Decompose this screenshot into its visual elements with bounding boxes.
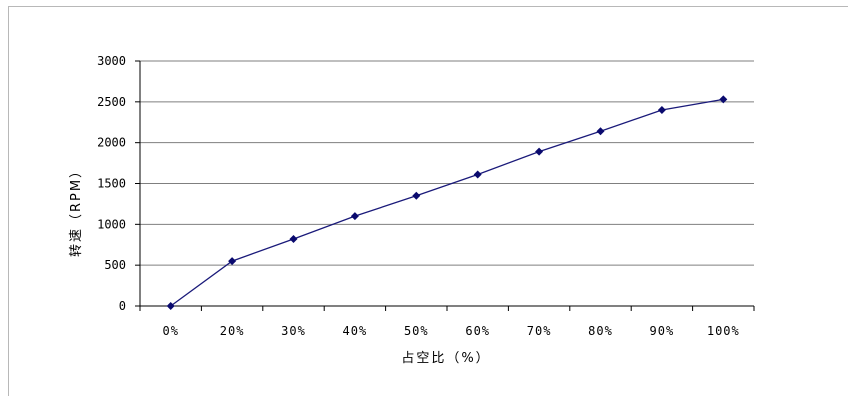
data-point-marker: [412, 191, 421, 200]
x-tick-label: 100%: [707, 324, 740, 338]
x-tick-label: 30%: [281, 324, 306, 338]
x-tick-labels: 0% 20% 30% 40% 50% 60% 70% 80% 90% 100%: [162, 324, 740, 338]
y-tick-label: 2500: [97, 95, 126, 109]
y-tick-label: 0: [119, 299, 126, 313]
series: [166, 95, 728, 310]
x-tick-label: 60%: [465, 324, 490, 338]
x-tick-label: 80%: [588, 324, 613, 338]
y-tick-label: 1500: [97, 177, 126, 191]
data-point-marker: [350, 212, 359, 221]
x-tick-label: 20%: [220, 324, 245, 338]
series-line: [170, 98, 724, 307]
x-tick-label: 70%: [527, 324, 552, 338]
y-tick-labels: 0 500 1000 1500 2000 2500 3000: [97, 54, 126, 313]
data-point-marker: [596, 127, 605, 136]
data-point-marker: [289, 235, 298, 244]
chart-area: [8, 6, 848, 396]
data-point-marker: [657, 106, 666, 114]
y-axis-label: 转速（RPM）: [69, 163, 84, 257]
y-tick-label: 1000: [97, 217, 126, 231]
x-tick-label: 50%: [404, 324, 429, 338]
y-tick-label: 2000: [97, 136, 126, 150]
x-tick-label: 0%: [162, 324, 178, 338]
axes: [135, 60, 755, 311]
data-point-marker: [535, 147, 544, 156]
y-tick-label: 500: [104, 258, 126, 272]
data-point-marker: [719, 95, 728, 104]
x-tick-label: 40%: [343, 324, 368, 338]
x-axis-label: 占空比（%）: [401, 351, 490, 366]
data-point-marker: [473, 170, 482, 179]
y-tick-label: 3000: [97, 54, 126, 68]
data-point-marker: [166, 302, 175, 310]
gridlines: [140, 60, 754, 266]
data-point-marker: [228, 257, 237, 266]
x-tick-label: 90%: [650, 324, 675, 338]
